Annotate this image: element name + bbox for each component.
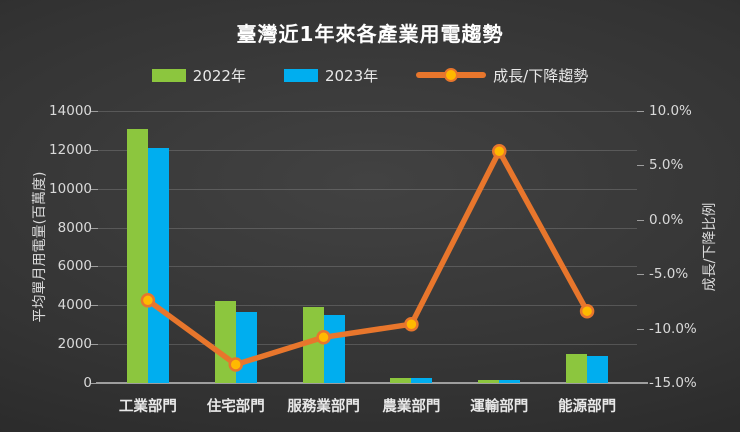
x-axis-label-能源部門: 能源部門 bbox=[558, 399, 617, 415]
x-axis-label-住宅部門: 住宅部門 bbox=[206, 399, 265, 415]
trend-line-icon bbox=[416, 68, 487, 82]
left-axis-tick-mark bbox=[91, 266, 98, 268]
legend: 2022年 2023年 成長/下降趨勢 bbox=[0, 62, 740, 88]
gridline bbox=[98, 266, 637, 268]
right-axis-tick-label: 10.0% bbox=[649, 103, 692, 119]
trend-line-layer bbox=[140, 144, 595, 372]
left-axis-tick-mark bbox=[91, 305, 98, 307]
gridline bbox=[98, 305, 637, 307]
gridline bbox=[98, 227, 637, 229]
bar-2022年-服務業部門[interactable] bbox=[302, 307, 324, 383]
gridline bbox=[98, 344, 637, 346]
right-axis-tick-label: -10.0% bbox=[649, 320, 697, 337]
legend-swatch-2022 bbox=[151, 68, 186, 82]
gridline bbox=[98, 188, 637, 190]
left-axis-tick-mark bbox=[91, 227, 98, 229]
left-axis-tick-label: 4000 bbox=[57, 297, 92, 314]
left-axis-tick-label: 10000 bbox=[49, 180, 92, 197]
left-axis-tick-mark bbox=[91, 149, 98, 151]
trend-line bbox=[145, 148, 590, 368]
right-axis-tick-label: -5.0% bbox=[649, 266, 689, 283]
legend-swatch-2023 bbox=[283, 68, 318, 82]
right-axis-tick-label: 5.0% bbox=[649, 157, 684, 174]
right-axis-tick-mark bbox=[637, 274, 644, 276]
left-axis-tick-label: 14000 bbox=[49, 103, 92, 119]
x-axis-label-工業部門: 工業部門 bbox=[118, 399, 177, 415]
right-axis-tick-mark bbox=[637, 383, 644, 384]
left-axis-tick-label: 6000 bbox=[57, 258, 92, 275]
bar-2023年-農業部門[interactable] bbox=[411, 378, 433, 383]
bar-2023年-能源部門[interactable] bbox=[587, 356, 609, 383]
x-axis-line bbox=[96, 382, 648, 384]
trend-marker-能源部門[interactable] bbox=[579, 303, 595, 319]
right-axis-tick-label: 0.0% bbox=[649, 211, 684, 228]
left-axis-tick-mark bbox=[91, 383, 98, 384]
bar-2023年-工業部門[interactable] bbox=[147, 147, 169, 383]
x-axis-label-農業部門: 農業部門 bbox=[382, 399, 441, 415]
legend-item-2022[interactable]: 2022年 bbox=[151, 65, 246, 86]
right-axis-tick-mark bbox=[637, 165, 644, 167]
bar-2022年-工業部門[interactable] bbox=[126, 128, 148, 383]
trend-marker-服務業部門[interactable] bbox=[316, 330, 331, 345]
trend-marker-住宅部門[interactable] bbox=[228, 357, 243, 372]
right-axis-tick-mark bbox=[637, 111, 644, 112]
legend-item-2023[interactable]: 2023年 bbox=[283, 65, 379, 86]
trend-marker-運輸部門[interactable] bbox=[492, 144, 507, 159]
trend-marker-農業部門[interactable] bbox=[404, 316, 419, 332]
right-axis-tick-mark bbox=[637, 219, 644, 221]
legend-item-trend[interactable]: 成長/下降趨勢 bbox=[416, 65, 588, 86]
left-axis-tick-mark bbox=[91, 111, 98, 112]
left-axis-tick-label: 8000 bbox=[57, 219, 92, 236]
gridline bbox=[98, 149, 637, 151]
bar-2022年-農業部門[interactable] bbox=[390, 377, 412, 383]
left-axis-tick-mark bbox=[91, 344, 98, 346]
trend-marker-工業部門[interactable] bbox=[140, 293, 156, 308]
bar-2023年-服務業部門[interactable] bbox=[323, 315, 345, 383]
left-axis-tick-label: 12000 bbox=[49, 141, 92, 158]
left-axis-tick-mark bbox=[91, 188, 98, 190]
right-axis-tick-label: -15.0% bbox=[649, 375, 697, 391]
x-axis-label-運輸部門: 運輸部門 bbox=[470, 399, 529, 415]
x-axis-label-服務業部門: 服務業部門 bbox=[287, 399, 360, 415]
bar-2023年-運輸部門[interactable] bbox=[499, 379, 521, 383]
bar-2022年-運輸部門[interactable] bbox=[478, 380, 500, 383]
bar-2022年-能源部門[interactable] bbox=[566, 353, 588, 383]
legend-label-2022: 2022年 bbox=[192, 66, 246, 85]
legend-label-trend: 成長/下降趨勢 bbox=[493, 66, 589, 85]
chart-title: 臺灣近1年來各產業用電趨勢 bbox=[236, 22, 504, 46]
right-axis-tick-mark bbox=[637, 328, 644, 330]
gridline bbox=[98, 111, 637, 112]
left-axis-tick-label: 0 bbox=[83, 375, 92, 391]
left-axis-tick-label: 2000 bbox=[57, 336, 92, 353]
plot-area bbox=[91, 111, 648, 384]
legend-label-2023: 2023年 bbox=[324, 66, 379, 85]
